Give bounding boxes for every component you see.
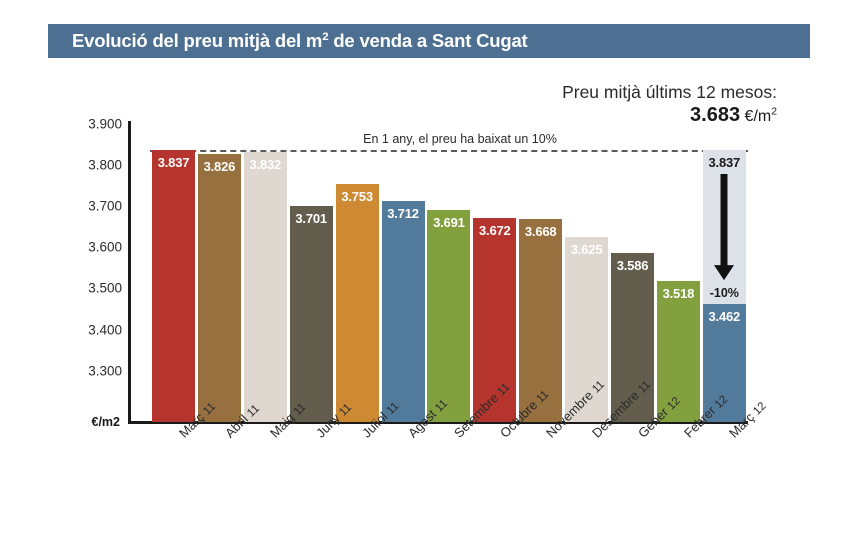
bar-value-label: 3.672: [479, 222, 511, 238]
decline-overlay-top-value: 3.837: [708, 154, 741, 170]
bar-5[interactable]: 3.753: [335, 184, 379, 422]
reference-dashed-line: [150, 149, 748, 152]
bar-value-label: 3.625: [570, 242, 603, 258]
bar-10[interactable]: 3.625: [565, 237, 609, 422]
bar-value-label: 3.691: [433, 214, 465, 230]
y-axis-line: [128, 121, 131, 422]
bar-value-label: 3.826: [203, 159, 236, 175]
bar-4[interactable]: 3.701: [289, 205, 333, 422]
y-axis-tick-3500: 3.500: [88, 280, 122, 296]
bar-7[interactable]: 3.691: [427, 209, 471, 422]
y-axis-tick-3300: 3.300: [88, 363, 122, 379]
bar-value-label: 3.462: [708, 309, 741, 325]
average-price-unit-superscript: 2: [771, 106, 777, 118]
bar-value-label: 3.668: [524, 224, 557, 240]
bar-3[interactable]: 3.832: [243, 151, 287, 422]
bar-value-label: 3.712: [387, 206, 419, 222]
average-price-unit-text: €/m: [744, 108, 772, 126]
bar-11[interactable]: 3.586: [611, 253, 654, 422]
bar-value-label: 3.753: [341, 189, 373, 205]
x-axis-line: [128, 421, 748, 424]
y-axis-tick-3700: 3.700: [88, 198, 122, 214]
y-axis-tick-labels: 3.900 3.800 3.700 3.600 3.500 3.400 3.300: [0, 0, 122, 546]
average-price-value: 3.683: [690, 104, 741, 127]
page-title-tail: de venda a Sant Cugat: [328, 30, 528, 51]
average-price-caption: Preu mitjà últims 12 mesos:: [562, 82, 777, 102]
bar-value-label: 3.832: [249, 156, 282, 172]
down-arrow-icon: [714, 173, 735, 281]
page-title: Evolució del preu mitjà del m2 de venda …: [48, 30, 528, 52]
y-axis-unit-label: €/m2: [91, 415, 121, 429]
bar-12[interactable]: 3.518: [656, 281, 700, 422]
page-title-superscript: 2: [322, 30, 329, 43]
bar-2[interactable]: 3.826: [197, 154, 241, 422]
bar-value-label: 3.518: [662, 286, 695, 302]
bar-1[interactable]: 3.837: [152, 149, 195, 422]
decline-overlay-block: 3.837 -10%: [702, 149, 746, 305]
bar-value-label: 3.586: [616, 258, 649, 274]
bar-9[interactable]: 3.668: [519, 219, 563, 422]
bar-8[interactable]: 3.672: [473, 217, 517, 422]
bar-value-label: 3.837: [157, 154, 190, 170]
y-axis-tick-3400: 3.400: [88, 322, 122, 337]
page-title-main: Evolució del preu mitjà del m: [72, 30, 323, 51]
bar-13[interactable]: 3.462: [702, 304, 746, 422]
chart-title-bar: Evolució del preu mitjà del m2 de venda …: [48, 24, 810, 58]
decline-percentage-label: -10%: [709, 286, 739, 301]
reference-line-note: En 1 any, el preu ha baixat un 10%: [363, 131, 557, 146]
bar-6[interactable]: 3.712: [381, 201, 425, 422]
average-price-block: Preu mitjà últims 12 mesos: 3.683 €/m2: [562, 82, 777, 127]
y-axis-tick-3900: 3.900: [88, 116, 122, 132]
y-axis-tick-3600: 3.600: [88, 239, 122, 255]
y-axis-tick-3800: 3.800: [88, 157, 122, 173]
average-price-unit: €/m2: [744, 106, 777, 126]
average-price-line: 3.683 €/m2: [562, 104, 777, 127]
bar-value-label: 3.701: [295, 210, 327, 226]
